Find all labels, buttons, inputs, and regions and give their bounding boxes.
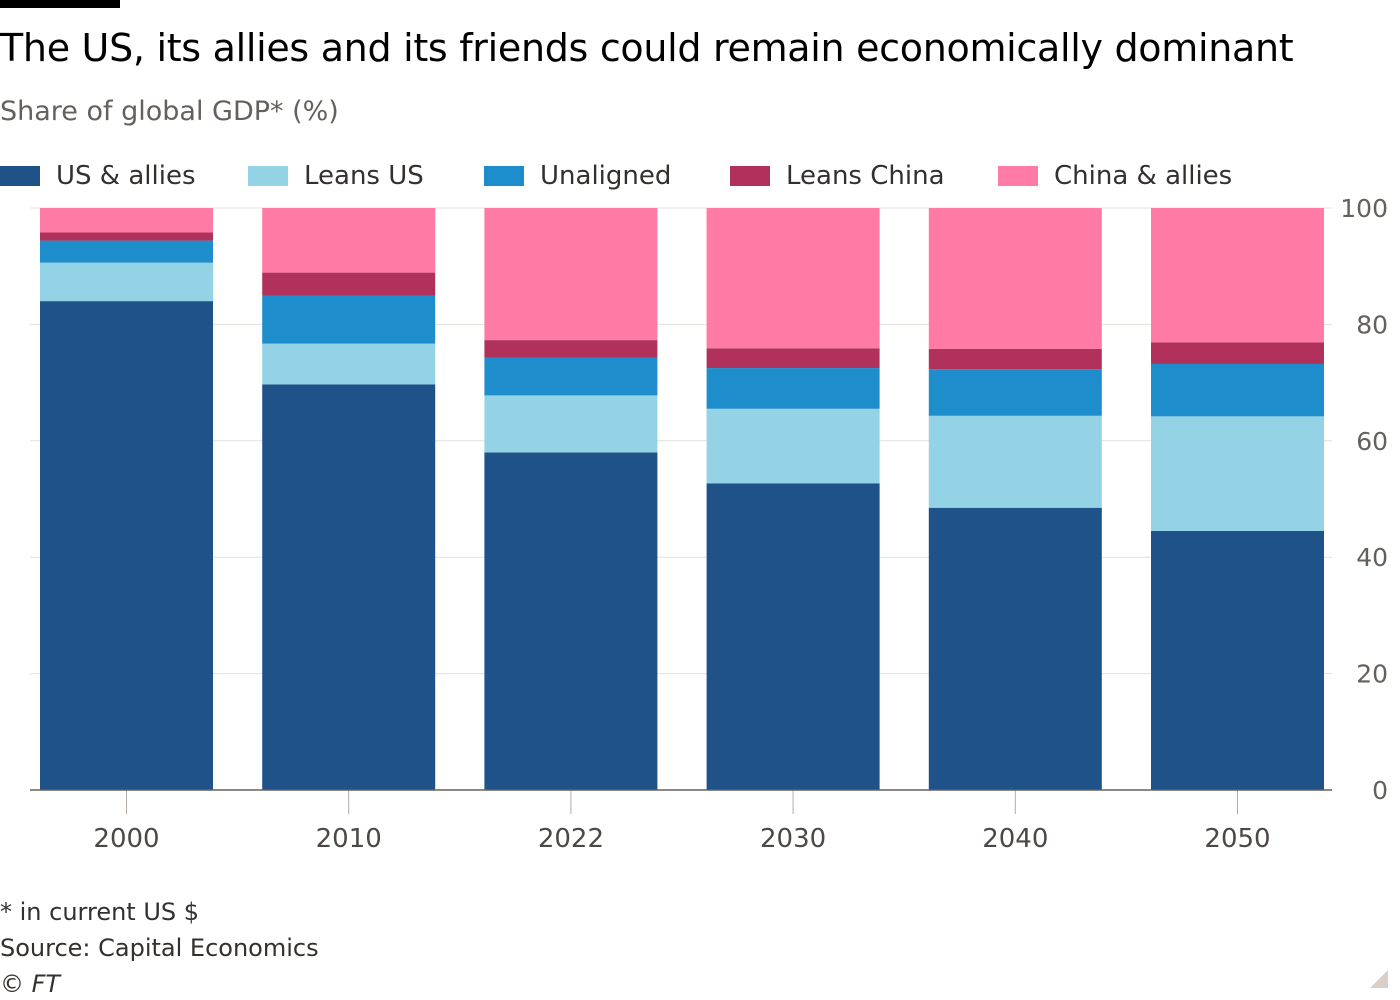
bar-china-and-allies-2040 [928,208,1102,349]
bar-leans-us-2040 [928,415,1102,508]
legend-item-unaligned: Unaligned [484,158,671,194]
brand-top-bar [0,0,120,8]
legend-label-china-and-allies: China & allies [1054,161,1233,191]
bar-unaligned-2030 [706,368,880,409]
bar-us-and-allies-2040 [928,507,1102,790]
y-tick-label-20: 20 [1356,660,1388,689]
bar-china-and-allies-2022 [484,208,658,341]
bar-unaligned-2022 [484,357,658,396]
bar-leans-china-2050 [1151,342,1324,364]
legend-label-us-and-allies: US & allies [56,161,196,191]
bar-china-and-allies-2010 [262,208,436,273]
bar-leans-china-2040 [928,348,1102,370]
legend-swatch-us-and-allies [0,166,40,186]
chart-title: The US, its allies and its friends could… [0,26,1294,70]
legend-item-china-and-allies: China & allies [998,158,1232,194]
legend-swatch-leans-us [248,166,288,186]
bar-us-and-allies-2010 [262,384,436,790]
corner-mark [1370,970,1388,988]
bar-leans-china-2030 [706,348,880,369]
x-tick-label-2030: 2030 [760,824,826,854]
bar-unaligned-2040 [928,369,1102,416]
x-tick-label-2050: 2050 [1204,824,1270,854]
bar-us-and-allies-2030 [706,483,880,790]
bar-leans-us-2022 [484,395,658,453]
bar-leans-china-2010 [262,272,436,296]
chart-legend: US & allies Leans US Unaligned Leans China C… [0,158,1300,194]
y-tick-label-40: 40 [1356,543,1388,572]
bar-leans-us-2010 [262,343,436,385]
bar-leans-china-2022 [484,340,658,358]
bar-leans-us-2050 [1151,416,1324,532]
legend-label-unaligned: Unaligned [540,161,672,191]
legend-swatch-unaligned [484,166,524,186]
bar-leans-china-2000 [40,232,213,241]
y-tick-label-80: 80 [1356,310,1388,339]
legend-swatch-leans-china [730,166,770,186]
x-tick-label-2000: 2000 [93,824,159,854]
bar-unaligned-2010 [262,295,436,344]
bar-us-and-allies-2000 [40,301,213,790]
bar-leans-us-2030 [706,408,880,484]
bar-leans-us-2000 [40,262,213,302]
bar-unaligned-2050 [1151,363,1324,417]
x-tick-label-2010: 2010 [316,824,382,854]
chart-subtitle: Share of global GDP* (%) [0,96,339,127]
source-note: Source: Capital Economics [0,934,319,962]
bar-china-and-allies-2050 [1151,208,1324,343]
y-tick-label-60: 60 [1356,427,1388,456]
x-tick-label-2040: 2040 [982,824,1048,854]
legend-item-leans-china: Leans China [730,158,945,194]
bar-china-and-allies-2000 [40,208,213,233]
y-tick-label-100: 100 [1340,194,1388,223]
copyright: © FT [0,970,61,998]
bar-us-and-allies-2050 [1151,531,1324,790]
legend-label-leans-us: Leans US [304,161,424,191]
y-tick-label-0: 0 [1372,776,1388,805]
bar-us-and-allies-2022 [484,452,658,790]
bar-unaligned-2000 [40,240,213,263]
legend-item-leans-us: Leans US [248,158,424,194]
bar-china-and-allies-2030 [706,208,880,349]
legend-label-leans-china: Leans China [786,161,945,191]
legend-item-us-and-allies: US & allies [0,158,195,194]
footnote: * in current US $ [0,898,200,926]
legend-swatch-china-and-allies [998,166,1038,186]
x-tick-label-2022: 2022 [538,824,604,854]
